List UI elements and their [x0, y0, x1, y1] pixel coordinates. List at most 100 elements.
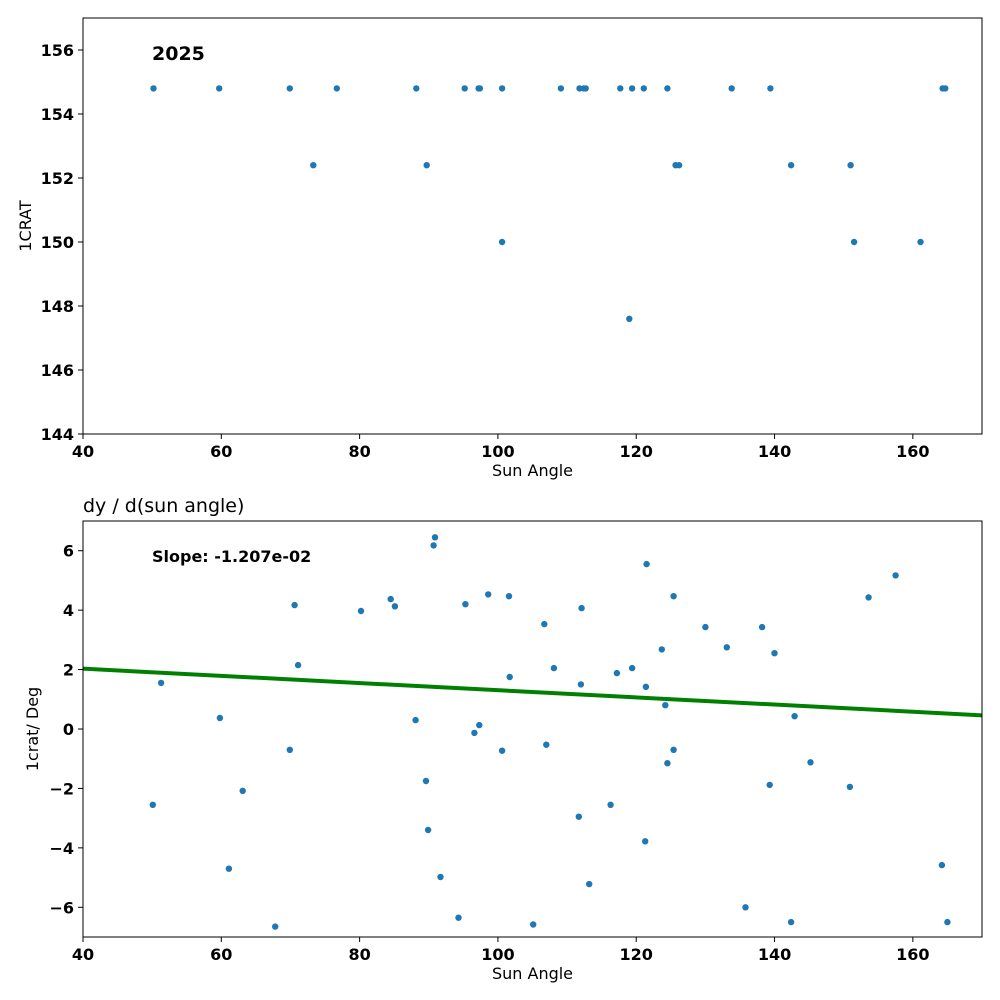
- data-point: [791, 713, 798, 720]
- chart-annotation: 2025: [152, 43, 205, 65]
- data-point: [423, 162, 430, 169]
- y-tick-label: 6: [63, 542, 74, 561]
- data-point: [506, 673, 513, 681]
- y-tick-label: 0: [63, 720, 74, 739]
- data-point: [865, 594, 872, 601]
- data-point: [239, 787, 246, 794]
- y-tick-label: 4: [63, 601, 74, 620]
- y-tick-label: −2: [49, 779, 74, 798]
- data-point: [787, 918, 795, 926]
- data-point: [586, 880, 593, 888]
- data-point: [723, 644, 730, 651]
- data-point: [424, 826, 432, 834]
- data-point: [640, 85, 647, 92]
- data-point: [550, 664, 558, 672]
- plot-frame: [82, 520, 983, 938]
- data-point: [357, 607, 365, 615]
- data-point: [150, 85, 157, 92]
- data-point: [767, 85, 774, 92]
- x-tick-label: 80: [348, 945, 370, 964]
- data-point: [557, 85, 565, 92]
- data-point: [485, 591, 492, 598]
- y-tick-label: 156: [41, 41, 74, 60]
- data-point: [742, 904, 749, 911]
- data-point: [642, 683, 650, 690]
- data-point: [286, 85, 293, 92]
- x-tick-label: 80: [348, 442, 370, 461]
- data-point: [642, 838, 649, 845]
- x-axis-label: Sun Angle: [492, 964, 573, 983]
- data-point: [471, 729, 478, 737]
- y-tick-label: 146: [41, 361, 74, 380]
- data-point: [942, 85, 949, 92]
- data-point: [310, 162, 317, 169]
- data-point: [455, 914, 462, 921]
- data-point: [807, 759, 814, 766]
- data-point: [225, 865, 233, 872]
- data-point: [728, 85, 735, 92]
- y-tick-label: −4: [49, 839, 74, 858]
- data-point: [787, 162, 795, 169]
- data-point: [766, 781, 773, 789]
- data-point: [157, 679, 165, 687]
- data-point: [850, 238, 858, 246]
- data-point: [430, 542, 437, 549]
- data-point: [577, 681, 585, 688]
- data-point: [216, 85, 223, 92]
- data-point: [413, 85, 420, 92]
- data-point: [944, 918, 951, 926]
- x-tick-label: 100: [481, 442, 514, 461]
- data-point: [575, 813, 582, 820]
- data-point: [412, 716, 419, 724]
- x-tick-label: 40: [72, 442, 94, 461]
- data-point: [462, 601, 469, 608]
- x-tick-label: 140: [758, 945, 791, 964]
- data-point: [422, 777, 430, 785]
- y-axis-label: 1CRAT: [16, 200, 35, 252]
- x-axis-label: Sun Angle: [492, 461, 573, 480]
- data-point: [917, 238, 924, 246]
- data-point: [617, 85, 624, 92]
- y-tick-label: 144: [41, 425, 74, 444]
- data-point: [286, 746, 293, 753]
- data-point: [626, 315, 633, 322]
- data-point: [607, 801, 614, 808]
- data-point: [498, 238, 506, 246]
- chart-annotation: Slope: -1.207e-02: [152, 547, 311, 566]
- y-tick-label: −6: [49, 898, 74, 917]
- data-point: [613, 669, 621, 677]
- x-tick-label: 60: [210, 945, 232, 964]
- data-point: [498, 85, 506, 92]
- data-point: [892, 572, 899, 579]
- data-point: [498, 747, 506, 754]
- data-point: [541, 620, 548, 628]
- y-tick-label: 154: [41, 105, 74, 124]
- data-point: [758, 623, 766, 631]
- data-point: [294, 661, 302, 669]
- plot-frame: [82, 17, 983, 435]
- x-tick-label: 140: [758, 442, 791, 461]
- data-point: [216, 714, 224, 722]
- y-tick-label: 152: [41, 169, 74, 188]
- data-point: [662, 702, 669, 709]
- y-tick-label: 150: [41, 233, 74, 252]
- data-point: [582, 85, 589, 92]
- y-axis-label: 1crat/ Deg: [23, 687, 42, 771]
- data-point: [670, 746, 677, 753]
- data-point: [658, 646, 665, 653]
- data-point: [771, 650, 778, 657]
- data-point: [702, 623, 709, 631]
- data-point: [333, 85, 340, 92]
- data-point: [938, 861, 946, 869]
- data-point: [847, 162, 854, 169]
- data-point: [670, 593, 677, 600]
- bottom-slope-panel: dy / d(sun angle)40 60 80 100 120 140 160−6−4−…: [23, 495, 983, 983]
- x-tick-label: 160: [896, 945, 929, 964]
- y-tick-label: 148: [41, 297, 74, 316]
- data-point: [643, 560, 650, 568]
- data-point: [664, 760, 671, 767]
- x-tick-label: 160: [896, 442, 929, 461]
- data-point: [437, 873, 444, 881]
- data-point: [628, 664, 636, 672]
